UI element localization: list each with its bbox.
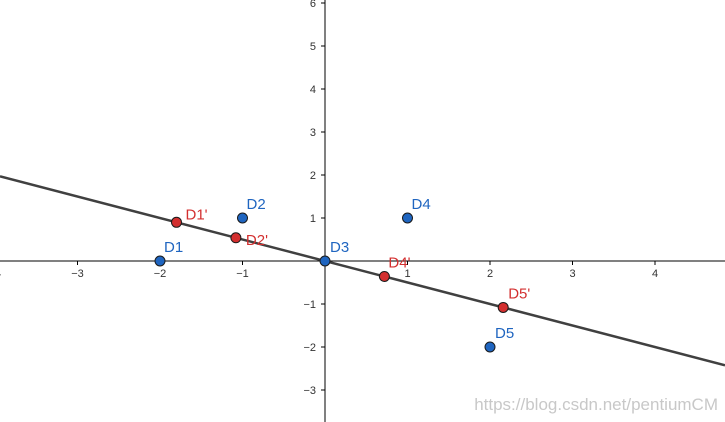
point-label-d1-prime: D1' [186,206,208,223]
x-tick-label: 3 [569,268,575,280]
y-tick-label: −1 [303,299,316,311]
point-d5-prime[interactable] [497,301,509,313]
y-tick-label: 5 [310,41,316,53]
point-d3[interactable] [319,255,331,267]
x-tick-label: −4 [0,268,1,280]
point-label-d3: D3 [330,239,349,256]
projection-line [0,175,725,367]
y-tick-label: 2 [310,170,316,182]
x-tick-label: −2 [154,268,167,280]
y-tick-label: 4 [310,84,316,96]
point-label-d5-prime: D5' [508,285,530,302]
y-tick-label: −2 [303,342,316,354]
watermark: https://blog.csdn.net/pentiumCM [474,395,718,414]
points-layer: D1 D2 D3 D4 D5 D1' D2' D4' D5' [154,196,530,353]
point-label-d1: D1 [164,239,183,256]
y-tick-label: 3 [310,127,316,139]
point-label-d4-prime: D4' [388,254,410,271]
x-tick-label: −1 [236,268,249,280]
point-d2-prime[interactable] [230,232,242,244]
point-label-d5: D5 [495,325,514,342]
x-tick-label: 4 [652,268,658,280]
axis-ticks: −4 −3 −2 −1 1 2 3 4 6 5 4 3 2 1 −1 −2 −3 [0,0,658,397]
point-label-d2-prime: D2' [246,232,268,249]
x-tick-label: 2 [487,268,493,280]
point-d5[interactable] [484,341,496,353]
point-d4-prime[interactable] [378,270,390,282]
point-label-d2: D2 [247,196,266,213]
point-d1[interactable] [154,255,166,267]
point-d2[interactable] [237,212,248,224]
point-d4[interactable] [402,212,413,224]
y-tick-label: 6 [310,0,316,10]
x-tick-label: 1 [404,268,410,280]
y-tick-label: 1 [310,213,316,225]
point-d1-prime[interactable] [171,216,182,228]
y-tick-label: −3 [303,385,316,397]
point-label-d4: D4 [412,196,431,213]
x-tick-label: −3 [71,268,84,280]
